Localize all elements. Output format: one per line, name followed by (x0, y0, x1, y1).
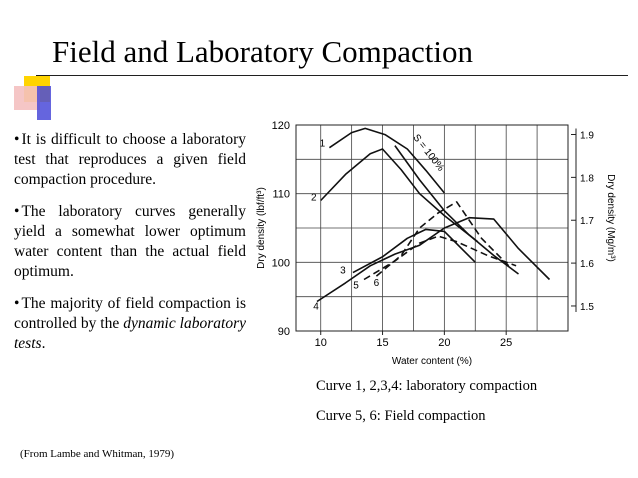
bullet-text-italic: dynamic laboratory tests (14, 315, 246, 352)
x-tick-label: 25 (500, 337, 512, 349)
bullet-list: • It is difficult to choose a laboratory … (14, 130, 246, 366)
y-axis-label-left: Dry density (lbf/ft³) (256, 187, 267, 269)
compaction-chart: 10 15 20 25901001101201.51.61.71.81.9Water … (256, 120, 616, 367)
bullet-item: • It is difficult to choose a laboratory … (14, 130, 246, 190)
curve-label-1: 1 (320, 139, 326, 150)
x-axis-label: Water content (%) (392, 356, 472, 367)
series-line-4 (316, 216, 551, 303)
y-tick-label-right: 1.8 (580, 173, 594, 184)
x-tick-label: 15 (376, 337, 388, 349)
source-citation: (From Lambe and Whitman, 1979) (20, 448, 175, 460)
bullet-dot: • (14, 131, 20, 148)
saturation-line (394, 145, 519, 275)
bullet-item: • The laboratory curves generally yield a… (14, 202, 246, 282)
caption-lab-curves: Curve 1, 2,3,4: laboratory compaction (316, 378, 538, 394)
curve-label-5: 5 (353, 281, 359, 292)
x-tick-label: 10 (315, 337, 327, 349)
y-tick-label-left: 90 (278, 326, 290, 338)
curve-label-3: 3 (340, 266, 346, 277)
slide-title: Field and Laboratory Compaction (52, 34, 473, 69)
series-line-1 (328, 127, 446, 194)
curve-label-2: 2 (311, 193, 317, 204)
y-tick-label-right: 1.5 (580, 302, 594, 313)
bullet-dot: • (14, 295, 20, 312)
decor-pink-square (14, 86, 40, 110)
y-tick-label-right: 1.9 (580, 130, 594, 141)
y-tick-label-right: 1.6 (580, 259, 594, 270)
bullet-text: . (41, 335, 46, 352)
y-tick-label-right: 1.7 (580, 216, 594, 227)
saturation-label: S = 100% (410, 132, 446, 173)
curve-label-6: 6 (374, 278, 380, 289)
bullet-text: It is difficult to choose a laboratory t… (14, 131, 246, 188)
y-tick-label-left: 120 (272, 120, 290, 132)
title-underline (36, 75, 628, 76)
x-tick-label: 20 (438, 337, 450, 349)
plot-frame (295, 124, 569, 332)
bullet-text: The majority of field compaction is cont… (14, 295, 246, 332)
y-tick-label-left: 100 (272, 257, 290, 269)
y-tick-label-left: 110 (272, 189, 290, 201)
y-axis-label-right: Dry density (Mg/m³) (605, 174, 616, 262)
series-line-6 (375, 201, 510, 277)
bullet-text: The laboratory curves generally yield a … (14, 203, 246, 280)
curve-label-4: 4 (313, 301, 319, 312)
decor-blue-bar (37, 86, 51, 120)
caption-field-curves: Curve 5, 6: Field compaction (316, 408, 486, 424)
bullet-item: • The majority of field compaction is con… (14, 294, 246, 354)
bullet-dot: • (14, 203, 20, 220)
